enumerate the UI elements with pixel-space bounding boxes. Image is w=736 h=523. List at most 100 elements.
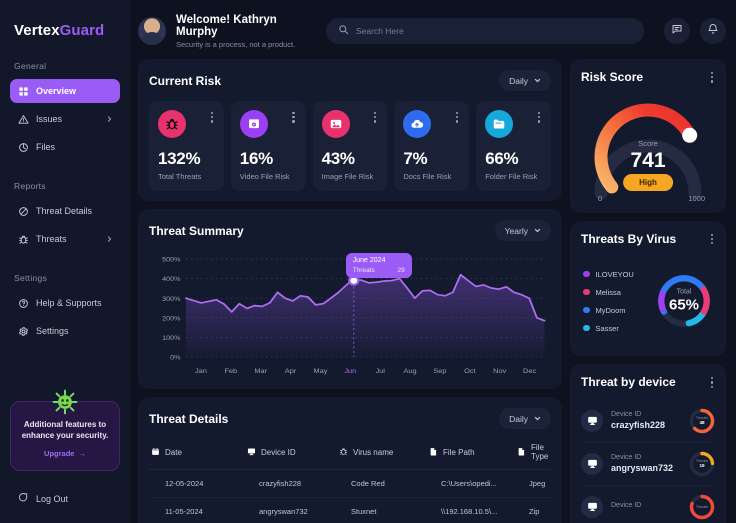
messages-button[interactable] xyxy=(664,18,690,44)
table-column-header[interactable]: Date xyxy=(151,443,247,461)
tooltip-title: June 2024 xyxy=(352,257,386,264)
risk-score-menu-button[interactable] xyxy=(709,70,715,85)
stat-card[interactable]: 132% Total Threats xyxy=(149,101,224,191)
device-row[interactable]: Device ID angryswan732 Threats 19 xyxy=(581,443,715,486)
sidebar-item-threats[interactable]: Threats xyxy=(10,227,120,251)
donut-total-label: Total xyxy=(676,288,692,296)
sidebar-item-help-supports[interactable]: Help & Supports xyxy=(10,291,120,315)
threat-summary-chart[interactable]: 0% 100% 200% 300% 400% 500% Jan Feb Mar Apr May Jun… xyxy=(149,251,551,379)
search-input[interactable] xyxy=(356,26,632,36)
table-cell: Jpeg xyxy=(529,479,546,488)
virus-legend-item: Sasser xyxy=(583,324,647,333)
stat-card[interactable]: 16% Video File Risk xyxy=(230,101,306,191)
sidebar-item-settings[interactable]: Settings xyxy=(10,319,120,343)
sidebar-item-label: Threat Details xyxy=(36,206,93,216)
svg-text:500%: 500% xyxy=(162,257,180,264)
threat-summary-filter[interactable]: Yearly xyxy=(494,220,551,241)
upgrade-card[interactable]: Additional features to enhance your secu… xyxy=(10,390,120,471)
file-icon xyxy=(517,447,526,458)
table-header-row: Date Device ID Virus name File Path File Typ… xyxy=(149,439,551,470)
threat-summary-title: Threat Summary xyxy=(149,223,244,238)
upgrade-button[interactable]: Upgrade → xyxy=(44,449,86,458)
stat-card-menu-button[interactable] xyxy=(372,110,378,125)
device-ring-readout: Threats xyxy=(689,494,715,520)
stat-card[interactable]: 66% Folder File Risk xyxy=(476,101,551,191)
legend-label: Sasser xyxy=(595,323,619,333)
stat-card-top xyxy=(239,110,297,138)
stat-card-top xyxy=(158,110,215,138)
gauge-center-readout: Score 741 xyxy=(581,139,715,173)
virus-mascot-icon xyxy=(52,389,78,415)
table-column-header[interactable]: File Type xyxy=(517,443,549,461)
chart-tooltip: June 2024 Threats 29 xyxy=(345,253,412,278)
table-column-header[interactable]: Device ID xyxy=(247,443,339,461)
table-cell: \\192.168.10.5\... xyxy=(441,507,498,516)
stat-card-menu-button[interactable] xyxy=(536,110,542,125)
grid-icon xyxy=(18,86,29,97)
sidebar-nav: General Overview Issues Files Reports Threat … xyxy=(0,61,130,343)
gauge-score-label: Score xyxy=(638,138,658,148)
sidebar-item-overview[interactable]: Overview xyxy=(10,79,120,103)
table-column-label: Date xyxy=(165,447,182,457)
table-cell: C:\Users\opedi... xyxy=(441,479,497,488)
table-row[interactable]: 12-05-2024 crazyfish228 Code Red C:\Users\o… xyxy=(149,470,551,498)
threat-details-table: Date Device ID Virus name File Path File Typ… xyxy=(149,439,551,523)
table-row[interactable]: 11-05-2024 angryswan732 Stuxnet \\192.168.1… xyxy=(149,498,551,523)
risk-score-header: Risk Score xyxy=(581,70,715,85)
stat-card-menu-button[interactable] xyxy=(209,110,215,125)
device-ring-readout: Threats 19 xyxy=(689,451,715,477)
right-column: Risk Score xyxy=(570,59,726,523)
virus-donut[interactable]: Total 65% xyxy=(653,256,715,346)
virus-legend: ILOVEYOU Melissa MyDoom Sasser xyxy=(581,270,647,333)
chevron-down-icon xyxy=(534,226,541,236)
risk-score-title: Risk Score xyxy=(581,70,644,85)
svg-text:Sep: Sep xyxy=(433,367,446,375)
device-ring-value: 19 xyxy=(699,463,705,469)
threats-by-virus-menu-button[interactable] xyxy=(709,232,715,247)
table-column-header[interactable]: Virus name xyxy=(339,443,429,461)
stat-card-top xyxy=(403,110,460,138)
stat-card-label: Total Threats xyxy=(158,172,202,181)
notifications-button[interactable] xyxy=(700,18,726,44)
sidebar-item-threat-details[interactable]: Threat Details xyxy=(10,199,120,223)
bug-icon xyxy=(158,110,186,138)
file-clock-icon xyxy=(18,142,29,153)
stat-card-menu-button[interactable] xyxy=(454,110,460,125)
device-ring-svg xyxy=(689,451,715,476)
logout-button[interactable]: Log Out xyxy=(10,492,76,505)
virus-legend-item: Melissa xyxy=(583,288,647,297)
sidebar-item-issues[interactable]: Issues xyxy=(10,107,120,131)
question-circle-icon xyxy=(18,298,29,309)
svg-text:200%: 200% xyxy=(162,316,180,323)
stat-card[interactable]: 43% Image File Risk xyxy=(312,101,388,191)
svg-text:Aug: Aug xyxy=(404,367,417,375)
avatar[interactable] xyxy=(138,17,166,45)
device-ring-value: 48 xyxy=(699,420,705,426)
risk-score-card: Risk Score xyxy=(570,59,726,213)
table-column-header[interactable]: File Path xyxy=(429,443,517,461)
sidebar-item-files[interactable]: Files xyxy=(10,135,120,159)
search-bar[interactable] xyxy=(326,18,644,44)
table-column-label: Device ID xyxy=(261,447,296,457)
threat-by-device-menu-button[interactable] xyxy=(709,375,715,390)
legend-color-dot xyxy=(583,270,590,278)
table-cell: Code Red xyxy=(351,479,385,488)
image-icon xyxy=(321,110,350,138)
line-chart-svg: 0% 100% 200% 300% 400% 500% Jan Feb Mar Apr May Jun… xyxy=(162,257,546,375)
device-row[interactable]: Device ID crazyfish228 Threats 48 xyxy=(581,400,715,443)
file-icon xyxy=(429,447,438,458)
device-id-label: Device ID xyxy=(611,411,642,419)
stat-card[interactable]: 7% Docs File Risk xyxy=(394,101,470,191)
current-risk-filter[interactable]: Daily xyxy=(499,70,551,91)
sidebar-section-title: Settings xyxy=(14,273,48,283)
gauge-max-label: 1000 xyxy=(688,193,705,203)
sidebar-section-title: Reports xyxy=(14,181,46,191)
stat-card-label: Docs File Risk xyxy=(403,172,452,181)
device-row[interactable]: Device ID Threats xyxy=(581,486,715,523)
device-info: Device ID crazyfish228 xyxy=(611,411,681,430)
device-info: Device ID angryswan732 xyxy=(611,454,681,473)
threat-details-filter[interactable]: Daily xyxy=(499,408,551,429)
device-list: Device ID crazyfish228 Threats 48 Device ID a… xyxy=(581,400,715,523)
stat-card-menu-button[interactable] xyxy=(290,110,296,125)
upgrade-label: Upgrade xyxy=(44,449,75,458)
